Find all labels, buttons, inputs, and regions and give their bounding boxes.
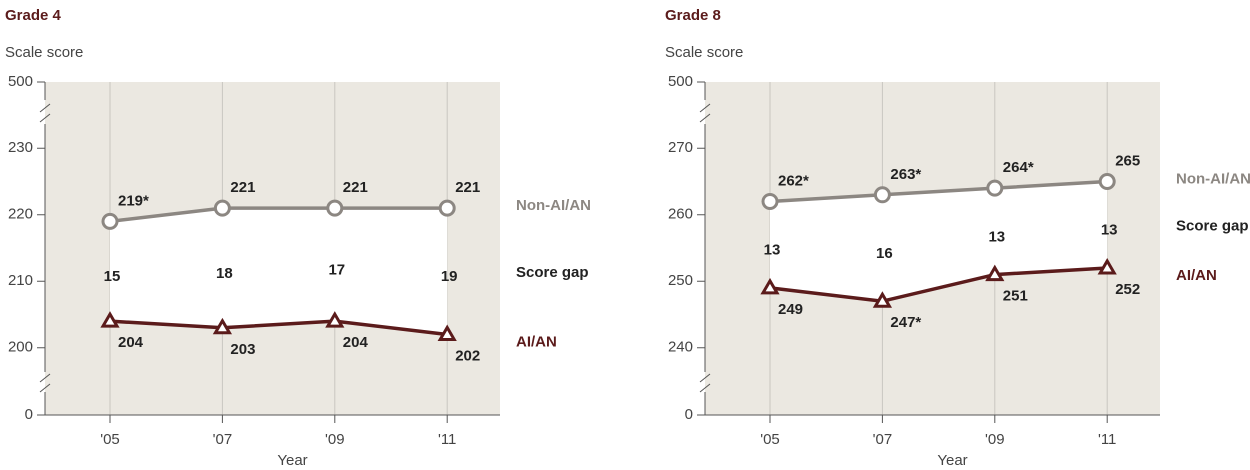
value-label: 252 [1115, 281, 1140, 298]
legend-label: Non-AI/AN [1176, 170, 1250, 187]
axis-break [699, 373, 711, 383]
chart-title: Grade 8 [665, 7, 721, 24]
series-line [109, 319, 448, 337]
x-tick-label: '07 [873, 431, 893, 448]
legend-label: Score gap [1176, 218, 1249, 235]
axis-break [699, 103, 711, 113]
point-marker [872, 291, 893, 308]
value-label: 263* [890, 166, 921, 183]
series-line [769, 179, 1108, 204]
gap-label: 13 [764, 242, 781, 259]
point-marker [985, 264, 1005, 282]
x-tick-label: '05 [760, 431, 780, 448]
point-marker [438, 199, 456, 217]
y-tick-label: 210 [8, 272, 33, 289]
x-axis-label: Year [937, 452, 967, 469]
point-marker [212, 317, 233, 335]
value-label: 221 [455, 179, 480, 196]
point-marker [873, 186, 891, 204]
gap-label: 13 [1101, 222, 1118, 239]
value-label: 264* [1003, 159, 1034, 176]
value-label: 265 [1115, 152, 1140, 169]
value-label: 247* [890, 314, 921, 331]
value-label: 262* [778, 172, 809, 189]
x-tick-label: '07 [213, 431, 233, 448]
value-label: 249 [778, 301, 803, 318]
point-marker [761, 192, 779, 210]
gap-label: 16 [876, 245, 893, 262]
y-tick-label: 260 [668, 206, 693, 223]
series-line [769, 266, 1108, 303]
value-label: 221 [230, 179, 255, 196]
y-tick-label: 270 [668, 139, 693, 156]
y-tick-label: 230 [8, 139, 33, 156]
x-tick-label: '11 [438, 431, 456, 448]
gap-label: 19 [441, 268, 458, 285]
series-line [109, 206, 448, 224]
point-marker [986, 179, 1004, 197]
y-tick-label: 250 [668, 272, 693, 289]
chart-title: Grade 4 [5, 7, 62, 24]
value-label: 202 [455, 347, 480, 364]
y-tick-label: 200 [8, 339, 33, 356]
point-marker [1098, 173, 1116, 190]
y-axis-label: Scale score [665, 44, 743, 61]
value-label: 219* [118, 192, 149, 209]
point-marker [100, 311, 120, 328]
y-tick-label: 0 [25, 406, 33, 423]
x-tick-label: '09 [325, 431, 345, 448]
axis-break [39, 373, 51, 383]
point-marker [213, 199, 231, 217]
legend-label: AI/AN [1176, 267, 1217, 284]
y-tick-label: 500 [668, 73, 693, 90]
point-marker [325, 311, 345, 328]
point-marker [437, 324, 457, 341]
x-tick-label: '11 [1098, 431, 1116, 448]
value-label: 204 [343, 334, 369, 351]
gap-area [110, 208, 448, 335]
gap-label: 15 [104, 268, 121, 285]
axis-break [39, 113, 51, 123]
value-label: 204 [118, 334, 144, 351]
value-label: 203 [230, 341, 255, 358]
y-axis-label: Scale score [5, 44, 83, 61]
point-marker [760, 277, 780, 295]
x-tick-label: '09 [985, 431, 1005, 448]
axis-break [39, 103, 51, 113]
point-marker [1097, 257, 1117, 275]
legend-label: AI/AN [516, 333, 557, 350]
axis-break [699, 113, 711, 123]
y-tick-label: 0 [685, 406, 693, 423]
gap-label: 18 [216, 265, 233, 282]
point-marker [101, 212, 119, 230]
x-axis-label: Year [277, 452, 307, 469]
y-tick-label: 500 [8, 73, 33, 90]
axis-break [39, 383, 51, 393]
x-tick-label: '05 [100, 431, 120, 448]
point-marker [326, 199, 344, 217]
gap-label: 13 [988, 228, 1005, 245]
gap-label: 17 [328, 262, 345, 279]
value-label: 251 [1003, 288, 1028, 305]
legend-label: Score gap [516, 264, 589, 281]
y-tick-label: 220 [8, 206, 33, 223]
y-tick-label: 240 [668, 339, 693, 356]
axis-break [699, 383, 711, 393]
legend-label: Non-AI/AN [516, 197, 591, 214]
value-label: 221 [343, 179, 368, 196]
